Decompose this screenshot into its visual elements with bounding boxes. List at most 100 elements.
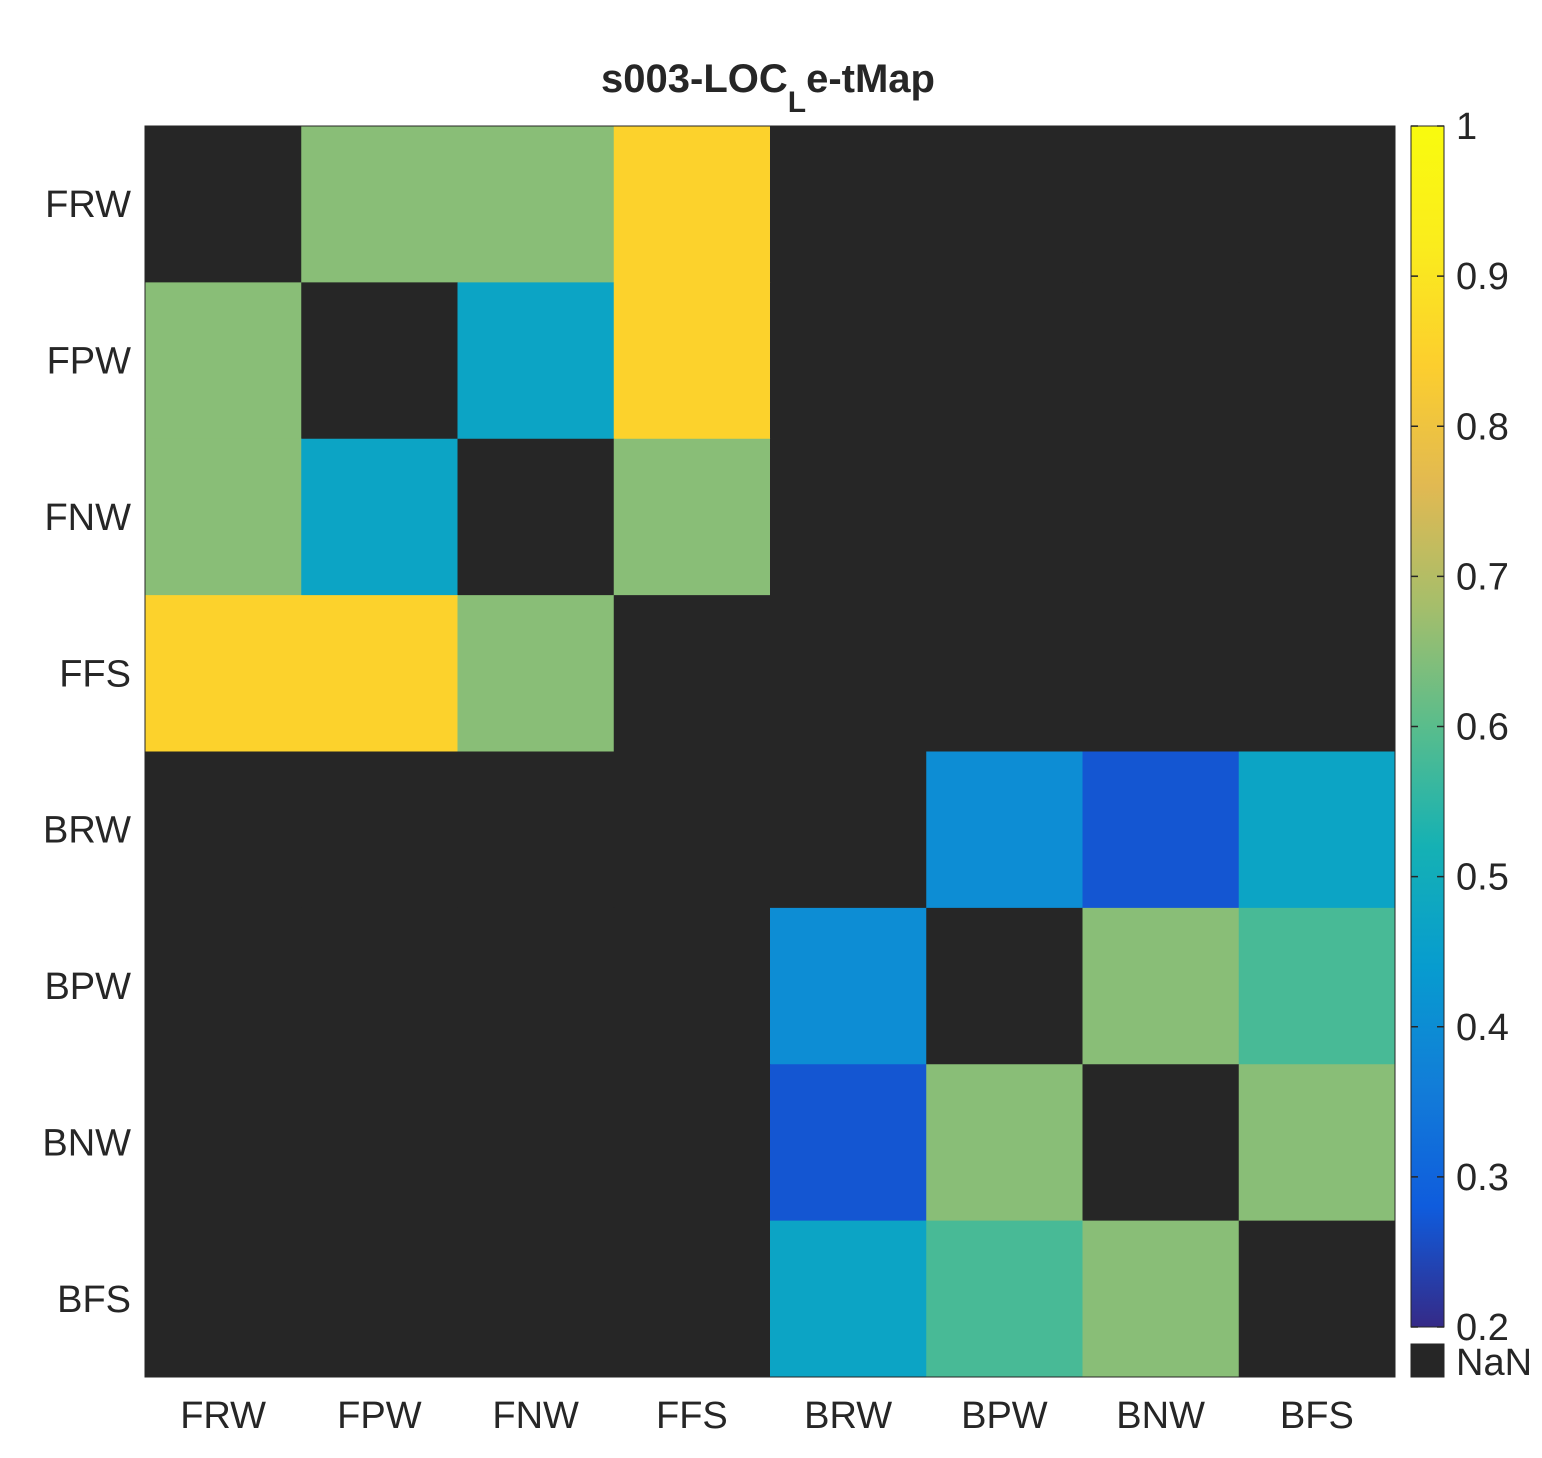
heatmap-cell [1082, 1064, 1240, 1222]
heatmap-cell [301, 751, 458, 909]
heatmap-cell [926, 282, 1083, 440]
heatmap-cell [1238, 1064, 1396, 1222]
heatmap-cell [145, 282, 302, 440]
colorbar-tick-label: 0.8 [1456, 406, 1509, 448]
heatmap-cell [1238, 438, 1396, 596]
heatmap-cell [770, 282, 927, 440]
heatmap-cell [613, 126, 771, 283]
heatmap-cells [145, 126, 1396, 1378]
heatmap-cell [613, 907, 771, 1065]
heatmap-cell [457, 751, 615, 909]
y-tick-label: BPW [44, 966, 131, 1008]
y-tick-label: BNW [42, 1122, 131, 1164]
heatmap-cell [1082, 595, 1240, 752]
heatmap-cell [457, 907, 615, 1065]
x-tick-label: FFS [656, 1395, 728, 1437]
heatmap-cell [926, 438, 1083, 596]
heatmap-cell [145, 1220, 302, 1378]
heatmap-cell [1082, 282, 1240, 440]
heatmap-cell [613, 438, 771, 596]
heatmap-cell [457, 595, 615, 752]
heatmap-cell [301, 1064, 458, 1222]
chart-title-subscript: L [788, 86, 806, 119]
heatmap-cell [457, 282, 615, 440]
heatmap-cell [613, 282, 771, 440]
heatmap-cell [457, 1220, 615, 1378]
heatmap-cell [1238, 126, 1396, 283]
y-tick-label: BFS [57, 1279, 131, 1321]
plot-area-frame [144, 125, 1396, 1378]
x-tick-label: BRW [804, 1395, 892, 1437]
x-tick-label: BFS [1280, 1395, 1354, 1437]
heatmap-cell [1238, 1220, 1396, 1378]
heatmap-cell [145, 438, 302, 596]
heatmap-cell [301, 282, 458, 440]
heatmap-cell [926, 1220, 1083, 1378]
x-tick-labels: FRW FPW FNW FFS BRW BPW BNW BFS [180, 1395, 1354, 1437]
colorbar-tick-label: 0.9 [1456, 256, 1509, 298]
heatmap-cell [613, 595, 771, 752]
y-tick-labels: FRW FPW FNW FFS BRW BPW BNW BFS [42, 184, 131, 1321]
heatmap-cell [613, 751, 771, 909]
heatmap-cell [457, 438, 615, 596]
heatmap-cell [1082, 438, 1240, 596]
heatmap-cell [145, 595, 302, 752]
colorbar-tick-label: 0.6 [1456, 707, 1509, 749]
chart-title-suffix: e-tMap [806, 57, 935, 101]
colorbar-ticks: 0.2 0.3 0.4 0.5 0.6 0.7 0.8 0.9 1 [1411, 106, 1509, 1349]
heatmap-cell [301, 595, 458, 752]
heatmap-cell [145, 751, 302, 909]
heatmap-cell [770, 751, 927, 909]
y-tick-label: FRW [45, 184, 131, 226]
heatmap-cell [1082, 907, 1240, 1065]
chart-title: s003-LOCLe-tMap [601, 57, 935, 119]
heatmap-cell [1238, 907, 1396, 1065]
y-tick-label: FNW [44, 497, 131, 539]
heatmap-cell [457, 1064, 615, 1222]
nan-label: NaN [1456, 1342, 1532, 1384]
colorbar-tick-label: 0.2 [1456, 1307, 1509, 1349]
heatmap-cell [926, 907, 1083, 1065]
x-tick-label: BNW [1116, 1395, 1205, 1437]
heatmap-cell [613, 1220, 771, 1378]
heatmap-cell [926, 595, 1083, 752]
colorbar-tick-label: 0.4 [1456, 1007, 1509, 1049]
heatmap-cell [145, 126, 302, 283]
heatmap-cell [457, 126, 615, 283]
heatmap-cell [770, 1064, 927, 1222]
nan-swatch [1410, 1343, 1445, 1378]
x-tick-label: BPW [961, 1395, 1048, 1437]
heatmap-cell [770, 438, 927, 596]
heatmap-cell [770, 907, 927, 1065]
x-tick-label: FNW [492, 1395, 579, 1437]
colorbar-tick-label: 0.7 [1456, 556, 1509, 598]
heatmap-cell [145, 907, 302, 1065]
x-tick-label: FPW [337, 1395, 422, 1437]
y-tick-label: BRW [43, 810, 131, 852]
heatmap-cell [770, 1220, 927, 1378]
heatmap-cell [770, 595, 927, 752]
heatmap-cell [1082, 751, 1240, 909]
heatmap-cell [1238, 595, 1396, 752]
chart-title-main: s003-LOC [601, 57, 788, 101]
colorbar-tick-label: 0.3 [1456, 1157, 1509, 1199]
heatmap-cell [926, 126, 1083, 283]
heatmap-cell [1082, 1220, 1240, 1378]
heatmap-cell [301, 438, 458, 596]
heatmap-cell [1238, 282, 1396, 440]
heatmap-cell [1082, 126, 1240, 283]
x-tick-label: FRW [180, 1395, 266, 1437]
heatmap-cell [301, 907, 458, 1065]
heatmap-cell [301, 1220, 458, 1378]
heatmap-cell [613, 1064, 771, 1222]
y-tick-label: FPW [47, 341, 132, 383]
colorbar-tick-label: 0.5 [1456, 857, 1509, 899]
colorbar-tick-label: 1 [1456, 106, 1477, 148]
heatmap-cell [301, 126, 458, 283]
heatmap-cell [926, 1064, 1083, 1222]
heatmap-cell [1238, 751, 1396, 909]
heatmap-cell [926, 751, 1083, 909]
heatmap-cell [145, 1064, 302, 1222]
y-tick-label: FFS [59, 653, 131, 695]
